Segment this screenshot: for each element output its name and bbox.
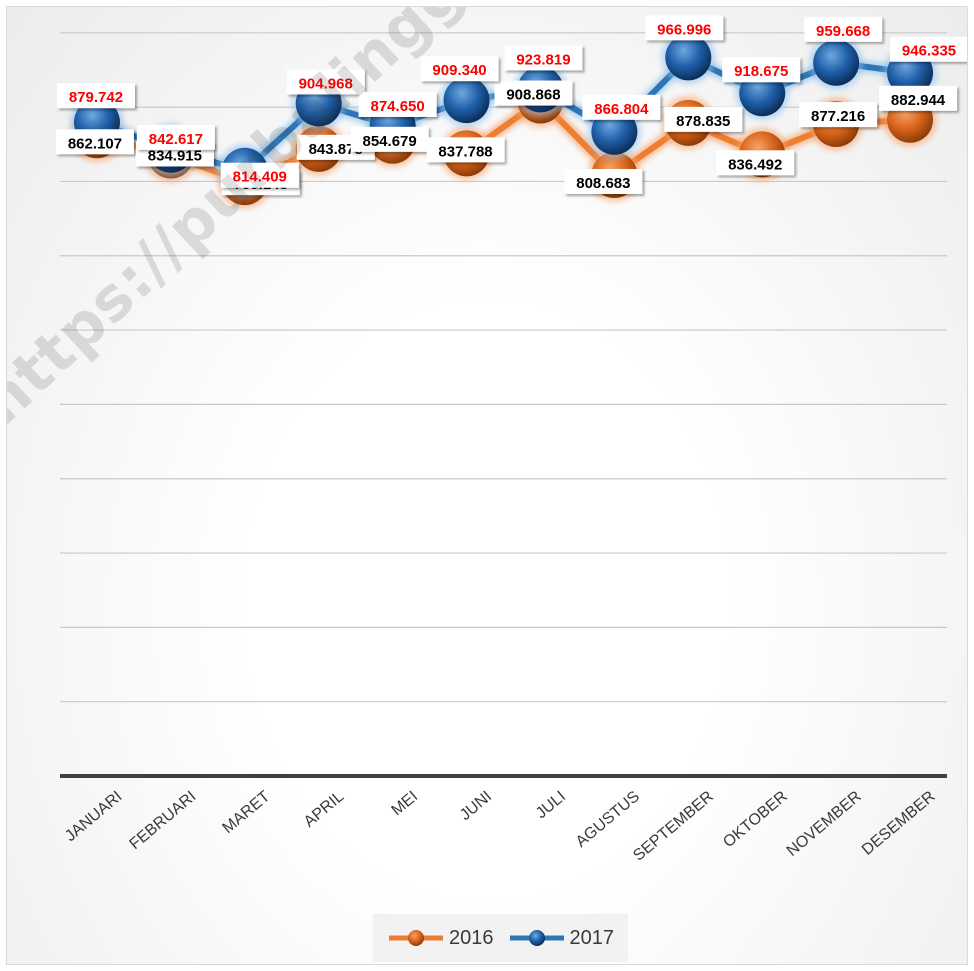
data-label-2016: 882.944 xyxy=(879,85,958,111)
data-label-text: 882.944 xyxy=(891,92,946,109)
data-label-2017: 879.742 xyxy=(56,83,135,109)
x-tick-label: SEPTEMBER xyxy=(630,788,717,864)
data-label-text: 814.409 xyxy=(233,169,287,186)
data-label-text: 966.996 xyxy=(657,21,711,38)
data-label-text: 866.804 xyxy=(594,101,649,118)
data-label-box xyxy=(358,91,437,117)
x-tick-label: MARET xyxy=(220,788,274,837)
data-label-2017: 946.335 xyxy=(890,36,967,62)
data-label-box xyxy=(564,168,643,194)
data-label-text: 946.335 xyxy=(902,43,956,60)
data-point-2017 xyxy=(591,108,638,155)
data-label-box xyxy=(136,124,215,150)
x-tick-label: JUNI xyxy=(457,788,495,824)
data-label-2017: 874.650 xyxy=(358,91,437,117)
data-label-2017: 866.804 xyxy=(582,94,661,120)
data-label-text: 854.679 xyxy=(363,133,417,150)
data-label-2017: 923.819 xyxy=(504,45,583,71)
data-label-box xyxy=(879,85,958,111)
x-tick-label: OKTOBER xyxy=(720,788,791,851)
data-label-2017: 966.996 xyxy=(645,15,724,41)
data-label-text: 862.107 xyxy=(68,135,122,152)
data-point-2017 xyxy=(813,39,860,86)
data-label-box xyxy=(890,36,967,62)
data-label-box xyxy=(420,56,499,82)
data-label-text: 834.915 xyxy=(148,147,202,164)
data-label-text: 909.340 xyxy=(432,62,486,79)
data-label-text: 923.819 xyxy=(516,51,570,68)
x-tick-label: AGUSTUS xyxy=(573,788,643,851)
data-label-box xyxy=(582,94,661,120)
legend-item-2017: 2017 xyxy=(508,926,615,950)
data-label-box xyxy=(664,106,743,132)
data-label-text: 843.878 xyxy=(309,141,363,158)
data-label-box xyxy=(426,137,505,163)
line-chart: 862.107834.915799.143843.878854.679837.7… xyxy=(55,15,967,864)
data-label-box xyxy=(56,83,135,109)
data-label-2016: 808.683 xyxy=(564,168,643,194)
data-label-text: 877.216 xyxy=(811,108,865,125)
x-tick-label: FEBRUARI xyxy=(127,788,200,853)
data-label-2017: 959.668 xyxy=(804,16,883,42)
legend: 2016 2017 xyxy=(373,914,628,962)
x-tick-label: JANUARI xyxy=(62,788,125,845)
data-label-box xyxy=(350,126,429,152)
data-label-text: 904.968 xyxy=(299,75,353,92)
data-label-2016: 908.868 xyxy=(494,80,573,106)
data-label-box xyxy=(55,129,134,155)
data-label-box xyxy=(804,16,883,42)
data-label-2017: 904.968 xyxy=(286,69,365,95)
data-label-text: 918.675 xyxy=(734,63,788,80)
data-label-box xyxy=(722,57,801,83)
data-label-text: 879.742 xyxy=(69,89,123,106)
data-label-2016: 862.107 xyxy=(55,129,134,155)
data-label-text: 959.668 xyxy=(816,23,870,40)
data-label-2016: 837.788 xyxy=(426,137,505,163)
data-label-text: 836.492 xyxy=(728,156,782,173)
legend-marker-2017 xyxy=(509,930,564,946)
x-tick-label: NOVEMBER xyxy=(784,788,865,860)
data-label-text: 837.788 xyxy=(438,143,492,160)
legend-marker-2016 xyxy=(389,930,443,946)
x-tick-label: DESEMBER xyxy=(859,788,939,859)
data-label-2017: 842.617 xyxy=(136,124,215,150)
legend-label-2016: 2016 xyxy=(449,926,494,949)
data-label-2017: 814.409 xyxy=(220,162,299,188)
data-label-box xyxy=(286,69,365,95)
data-label-2016: 877.216 xyxy=(799,102,878,128)
data-label-2016: 836.492 xyxy=(716,150,795,176)
data-label-box xyxy=(220,162,299,188)
data-label-2016: 878.835 xyxy=(664,106,743,132)
data-label-box xyxy=(494,80,573,106)
x-tick-label: APRIL xyxy=(301,788,347,831)
data-label-text: 842.617 xyxy=(149,131,203,148)
data-label-box xyxy=(504,45,583,71)
legend-label-2017: 2017 xyxy=(569,926,615,949)
data-label-text: 878.835 xyxy=(676,113,730,130)
data-label-box xyxy=(716,150,795,176)
data-label-text: 808.683 xyxy=(576,175,630,192)
data-label-text: 908.868 xyxy=(506,87,560,104)
chart-area: 862.107834.915799.143843.878854.679837.7… xyxy=(6,6,968,965)
legend-item-2016: 2016 xyxy=(387,927,494,950)
data-label-2017: 918.675 xyxy=(722,57,801,83)
x-tick-label: MEI xyxy=(388,788,421,819)
data-label-2017: 909.340 xyxy=(420,56,499,82)
data-label-text: 874.650 xyxy=(371,98,425,115)
x-tick-label: JULI xyxy=(533,788,569,822)
data-label-box xyxy=(645,15,724,41)
data-label-box xyxy=(799,102,878,128)
data-point-2017 xyxy=(443,77,490,124)
data-label-2016: 854.679 xyxy=(350,126,429,152)
data-point-2017 xyxy=(665,34,712,81)
